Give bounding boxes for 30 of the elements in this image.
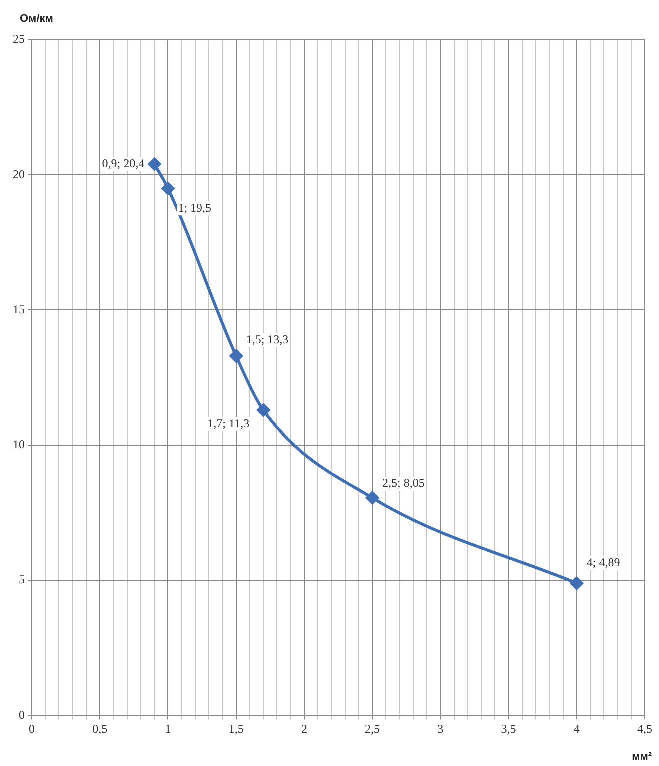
y-tick-label: 10 (13, 438, 25, 452)
y-tick-label: 15 (13, 302, 25, 316)
x-tick-label: 4 (574, 722, 580, 736)
y-tick-label: 20 (13, 167, 25, 182)
data-label: 0,9; 20,4 (102, 156, 145, 170)
x-tick-label: 2 (301, 722, 308, 736)
point (162, 182, 175, 196)
y-axis-title: Ом/км (20, 13, 54, 25)
x-tick-label: 2,5 (365, 722, 380, 736)
data-label: 4; 4,89 (586, 556, 620, 570)
y-tick-label: 5 (19, 572, 25, 587)
data-label: 1,5; 13,3 (246, 332, 289, 346)
point (570, 576, 584, 590)
x-tick-label: 4,5 (638, 722, 652, 736)
x-tick-label: 1,5 (228, 722, 244, 736)
point (230, 350, 243, 363)
x-tick-label: 3,5 (501, 722, 516, 736)
data-label: 1; 19,5 (178, 200, 212, 215)
data-label: 1,7; 11,3 (208, 416, 250, 430)
point (366, 492, 380, 505)
x-axis-title: мм² (632, 751, 652, 763)
x-tick-label: 1 (165, 722, 172, 736)
x-tick-label: 3 (438, 722, 444, 736)
y-tick-label: 0 (19, 708, 25, 722)
x-tick-label: 0 (29, 722, 35, 736)
x-tick-label: 0,5 (92, 722, 108, 736)
y-tick-label: 25 (13, 32, 25, 46)
point (148, 158, 162, 171)
point (257, 404, 270, 417)
data-label: 2,5; 8,05 (382, 476, 425, 490)
